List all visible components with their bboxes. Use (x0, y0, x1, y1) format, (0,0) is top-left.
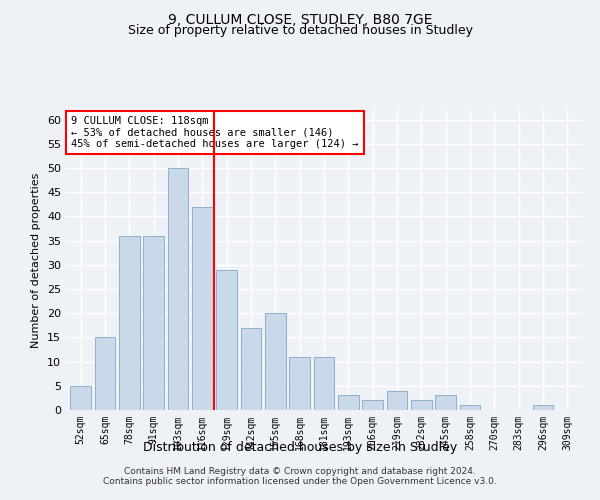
Bar (95, 338, 115, 410)
Text: Distribution of detached houses by size in Studley: Distribution of detached houses by size … (143, 441, 457, 454)
Bar (314, 357, 334, 410)
Bar (338, 396, 359, 410)
Y-axis label: Number of detached properties: Number of detached properties (31, 172, 41, 348)
Bar (460, 405, 481, 410)
Bar (241, 328, 262, 410)
Bar (167, 168, 188, 410)
Bar (289, 357, 310, 410)
Bar (386, 390, 407, 410)
Bar (216, 270, 237, 410)
Text: Contains public sector information licensed under the Open Government Licence v3: Contains public sector information licen… (103, 477, 497, 486)
Bar (119, 236, 140, 410)
Bar (411, 400, 432, 410)
Bar (265, 313, 286, 410)
Bar (143, 236, 164, 410)
Text: Contains HM Land Registry data © Crown copyright and database right 2024.: Contains HM Land Registry data © Crown c… (124, 467, 476, 476)
Bar (436, 396, 456, 410)
Bar (70, 386, 91, 410)
Text: 9 CULLUM CLOSE: 118sqm
← 53% of detached houses are smaller (146)
45% of semi-de: 9 CULLUM CLOSE: 118sqm ← 53% of detached… (71, 116, 359, 149)
Text: Size of property relative to detached houses in Studley: Size of property relative to detached ho… (128, 24, 473, 37)
Bar (362, 400, 383, 410)
Bar (533, 405, 553, 410)
Text: 9, CULLUM CLOSE, STUDLEY, B80 7GE: 9, CULLUM CLOSE, STUDLEY, B80 7GE (168, 12, 432, 26)
Bar (192, 207, 212, 410)
